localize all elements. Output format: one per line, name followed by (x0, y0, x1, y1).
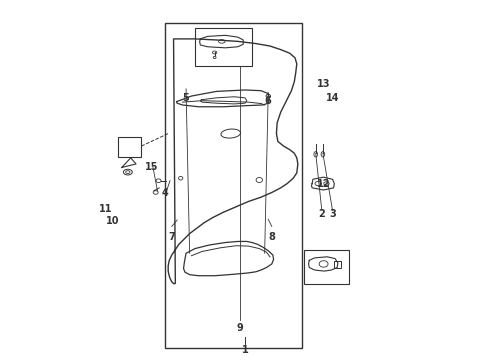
Text: 9: 9 (236, 323, 243, 333)
Text: 2: 2 (318, 209, 325, 219)
Text: 4: 4 (161, 188, 168, 198)
Text: 8: 8 (269, 232, 275, 242)
Text: 3: 3 (329, 209, 336, 219)
Text: 1: 1 (242, 345, 248, 355)
Text: 5: 5 (183, 93, 190, 103)
Text: 7: 7 (169, 232, 175, 242)
Text: 10: 10 (106, 216, 120, 226)
Text: 15: 15 (146, 162, 159, 172)
Text: 6: 6 (265, 96, 271, 107)
Text: 11: 11 (99, 203, 112, 213)
Text: 14: 14 (326, 93, 339, 103)
Text: 13: 13 (317, 78, 330, 89)
Text: 12: 12 (317, 179, 330, 189)
